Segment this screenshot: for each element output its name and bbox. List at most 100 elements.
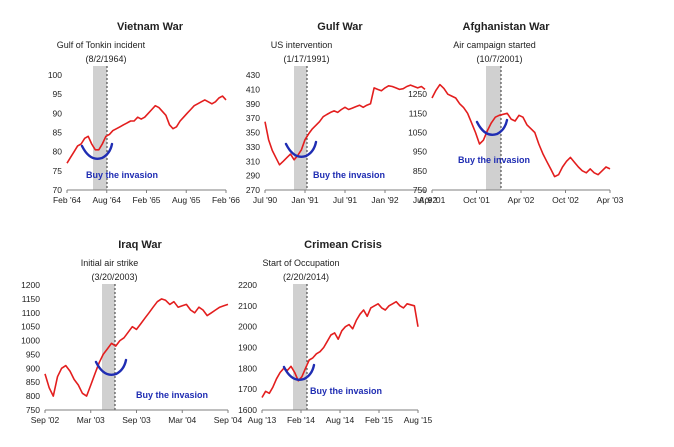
x-tick-label: Feb '15 xyxy=(365,415,393,425)
y-tick-label: 410 xyxy=(246,84,260,94)
x-tick-label: Oct '01 xyxy=(463,195,490,205)
chart-title: Vietnam War xyxy=(117,21,184,33)
x-tick-label: Jul '91 xyxy=(333,195,358,205)
x-tick-label: Jan '92 xyxy=(371,195,398,205)
y-tick-label: 390 xyxy=(246,99,260,109)
x-tick-label: Feb '64 xyxy=(53,195,81,205)
y-tick-label: 2000 xyxy=(238,322,257,332)
y-tick-label: 1050 xyxy=(21,322,40,332)
y-tick-label: 430 xyxy=(246,70,260,80)
buy-arrow-icon xyxy=(80,142,114,160)
y-tick-label: 1700 xyxy=(238,384,257,394)
buy-arrow-icon xyxy=(475,118,509,136)
x-tick-label: Apr '02 xyxy=(508,195,535,205)
chart-panel: Crimean Crisis Start of Occupation (2/20/2… xyxy=(238,239,432,425)
annotation-date: (10/7/2001) xyxy=(476,54,522,64)
annotation-label: Start of Occupation xyxy=(262,258,339,268)
y-tick-label: 950 xyxy=(413,147,427,157)
y-tick-label: 1050 xyxy=(408,128,427,138)
y-tick-label: 750 xyxy=(26,405,40,415)
y-tick-label: 270 xyxy=(246,185,260,195)
y-tick-label: 85 xyxy=(53,128,63,138)
y-tick-label: 1100 xyxy=(22,308,41,318)
annotation-label: Gulf of Tonkin incident xyxy=(57,40,146,50)
x-tick-label: Jul '90 xyxy=(253,195,278,205)
x-tick-label: Oct '02 xyxy=(552,195,579,205)
buy-label: Buy the invasion xyxy=(310,386,382,396)
event-shade xyxy=(293,284,307,410)
series-line xyxy=(431,83,611,178)
chart-panel: Afghanistan War Air campaign started (10/7… xyxy=(408,21,624,205)
y-tick-label: 100 xyxy=(48,70,62,80)
y-tick-label: 1150 xyxy=(409,108,428,118)
y-tick-label: 90 xyxy=(53,108,63,118)
series-line xyxy=(261,300,419,398)
event-shade xyxy=(294,66,307,190)
x-tick-label: Sep '03 xyxy=(122,415,151,425)
y-tick-label: 950 xyxy=(26,349,40,359)
y-tick-label: 95 xyxy=(53,89,63,99)
x-tick-label: Feb '66 xyxy=(212,195,240,205)
x-tick-label: Apr '01 xyxy=(419,195,446,205)
annotation-label: US intervention xyxy=(271,40,333,50)
annotation-date: (2/20/2014) xyxy=(283,272,329,282)
buy-arrow-icon xyxy=(94,358,128,376)
y-tick-label: 750 xyxy=(413,185,427,195)
x-tick-label: Apr '03 xyxy=(597,195,624,205)
x-tick-label: Aug '13 xyxy=(248,415,277,425)
annotation-label: Air campaign started xyxy=(453,40,536,50)
buy-label: Buy the invasion xyxy=(136,390,208,400)
y-tick-label: 1150 xyxy=(22,294,41,304)
y-tick-label: 1200 xyxy=(21,280,40,290)
y-tick-label: 2100 xyxy=(238,301,257,311)
buy-label: Buy the invasion xyxy=(313,170,385,180)
x-tick-label: Aug '14 xyxy=(326,415,355,425)
x-tick-label: Jul '92 xyxy=(413,195,438,205)
y-tick-label: 80 xyxy=(53,147,63,157)
annotation-date: (3/20/2003) xyxy=(91,272,137,282)
chart-panel: Vietnam War Gulf of Tonkin incident (8/2/1… xyxy=(48,21,240,205)
y-tick-label: 900 xyxy=(26,363,40,373)
x-tick-label: Aug '64 xyxy=(92,195,121,205)
y-tick-label: 850 xyxy=(26,377,40,387)
annotation-label: Initial air strike xyxy=(81,258,139,268)
event-shade xyxy=(486,66,501,190)
x-tick-label: Aug '15 xyxy=(404,415,433,425)
y-tick-label: 1900 xyxy=(238,343,257,353)
buy-arrow-icon xyxy=(282,363,316,381)
x-tick-label: Sep '02 xyxy=(31,415,60,425)
annotation-date: (1/17/1991) xyxy=(283,54,329,64)
y-tick-label: 70 xyxy=(53,185,63,195)
chart-title: Crimean Crisis xyxy=(304,239,382,251)
y-tick-label: 800 xyxy=(26,391,40,401)
y-tick-label: 1250 xyxy=(408,89,427,99)
chart-title: Iraq War xyxy=(118,239,162,251)
x-tick-label: Jan '91 xyxy=(291,195,318,205)
x-tick-label: Feb '14 xyxy=(287,415,315,425)
y-tick-label: 370 xyxy=(246,113,260,123)
buy-label: Buy the invasion xyxy=(86,170,158,180)
y-tick-label: 1800 xyxy=(238,363,257,373)
y-tick-label: 350 xyxy=(246,128,260,138)
y-tick-label: 1600 xyxy=(238,405,257,415)
x-tick-label: Feb '65 xyxy=(132,195,160,205)
x-tick-label: Mar '04 xyxy=(168,415,196,425)
chart-panel: Gulf War US intervention (1/17/1991) 270 290… xyxy=(246,21,438,205)
y-tick-label: 1000 xyxy=(21,336,40,346)
buy-arrow-icon xyxy=(284,140,318,158)
x-tick-label: Aug '65 xyxy=(172,195,201,205)
chart-title: Gulf War xyxy=(317,21,363,33)
series-line xyxy=(66,95,227,164)
series-line xyxy=(44,298,229,397)
buy-label: Buy the invasion xyxy=(458,155,530,165)
x-tick-label: Mar '03 xyxy=(77,415,105,425)
series-line xyxy=(264,84,426,166)
y-tick-label: 330 xyxy=(246,142,260,152)
y-tick-label: 290 xyxy=(246,171,260,181)
y-tick-label: 75 xyxy=(53,166,63,176)
y-tick-label: 2200 xyxy=(238,280,257,290)
y-tick-label: 310 xyxy=(246,156,260,166)
x-tick-label: Sep '04 xyxy=(214,415,243,425)
y-tick-label: 850 xyxy=(413,166,427,176)
